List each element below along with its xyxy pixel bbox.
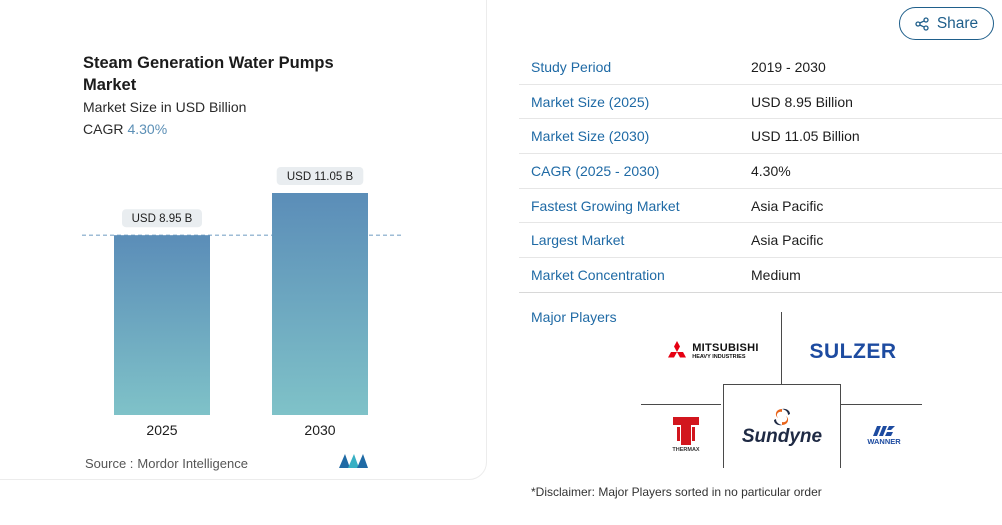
mitsubishi-diamonds-icon [668,341,687,358]
logo-divider [641,404,721,406]
share-button[interactable]: Share [899,7,994,40]
fact-row-concentration: Market Concentration Medium [519,258,1002,293]
cagr-line: CAGR 4.30% [83,121,167,137]
fact-value: USD 11.05 Billion [751,128,860,145]
data-label-pill [122,209,202,228]
sulzer-name: SULZER [809,340,897,363]
fact-label[interactable]: Fastest Growing Market [531,197,680,214]
fact-row-fastest-growing: Fastest Growing Market Asia Pacific [519,189,1002,224]
mitsubishi-sub: HEAVY INDUSTRIES [692,354,746,361]
fact-row-cagr: CAGR (2025 - 2030) 4.30% [519,154,1002,189]
sulzer-logo: SULZER [797,338,909,366]
category-label: 2025 [146,422,177,438]
thermax-logo: THERMAX [660,414,712,456]
fact-value: 4.30% [751,162,791,179]
fact-row-largest-market: Largest Market Asia Pacific [519,223,1002,259]
market-facts-table: Study Period 2019 - 2030 Market Size (20… [519,50,1002,293]
chart-subtitle: Market Size in USD Billion [83,99,247,115]
logo-divider [723,384,725,468]
data-label: USD 11.05 B [287,171,354,183]
logo-divider [723,384,841,386]
bar [272,193,368,415]
fact-label[interactable]: Study Period [531,58,612,75]
logo-divider [781,312,783,384]
bar [114,235,210,415]
wanner-name: WANNER [867,437,901,446]
fact-label[interactable]: Market Size (2025) [531,93,650,110]
cagr-label: CAGR [83,121,124,137]
thermax-t-icon [673,417,699,445]
fact-label[interactable]: Largest Market [531,232,625,249]
share-icon [915,16,929,31]
cagr-value: 4.30% [127,121,168,137]
mitsubishi-name: MITSUBISHI [692,342,759,355]
disclaimer: *Disclaimer: Major Players sorted in no … [531,485,822,499]
fact-label[interactable]: Market Concentration [531,266,665,283]
logo-divider [840,384,842,468]
fact-row-study-period: Study Period 2019 - 2030 [519,50,1002,85]
fact-value: 2019 - 2030 [751,58,826,75]
fact-row-market-size-2025: Market Size (2025) USD 8.95 Billion [519,85,1002,120]
mitsubishi-logo: MITSUBISHI HEAVY INDUSTRIES [652,338,772,366]
source-name: Mordor Intelligence [137,456,248,471]
fact-value: Asia Pacific [751,232,824,249]
data-label-pill [276,167,364,185]
fact-label[interactable]: CAGR (2025 - 2030) [531,162,660,179]
sundyne-logo: Sundyne [730,402,834,450]
bar-chart: USD 8.95 B 2025 USD 11.05 B 2030 [82,167,402,438]
fact-value: USD 8.95 Billion [751,93,853,110]
fact-label[interactable]: Market Size (2030) [531,128,650,145]
mordor-intelligence-logo-icon [339,454,368,468]
data-label: USD 8.95 B [132,213,193,225]
category-label: 2030 [304,422,335,438]
wanner-stripes-icon [873,426,895,436]
fact-value: Asia Pacific [751,197,824,214]
thermax-name: THERMAX [672,447,700,453]
fact-row-market-size-2030: Market Size (2030) USD 11.05 Billion [519,119,1002,155]
logo-divider [840,404,922,406]
share-label: Share [936,14,979,32]
chart-card [0,0,487,480]
wanner-logo: WANNER [856,422,912,450]
source-label: Source : [85,456,134,471]
source-line: Source : Mordor Intelligence [85,456,248,471]
chart-title: Steam Generation Water Pumps Market [83,54,334,94]
fact-value: Medium [751,266,801,283]
sundyne-name: Sundyne [741,425,823,447]
sundyne-swirl-icon [774,408,790,425]
major-players-label[interactable]: Major Players [531,309,617,325]
